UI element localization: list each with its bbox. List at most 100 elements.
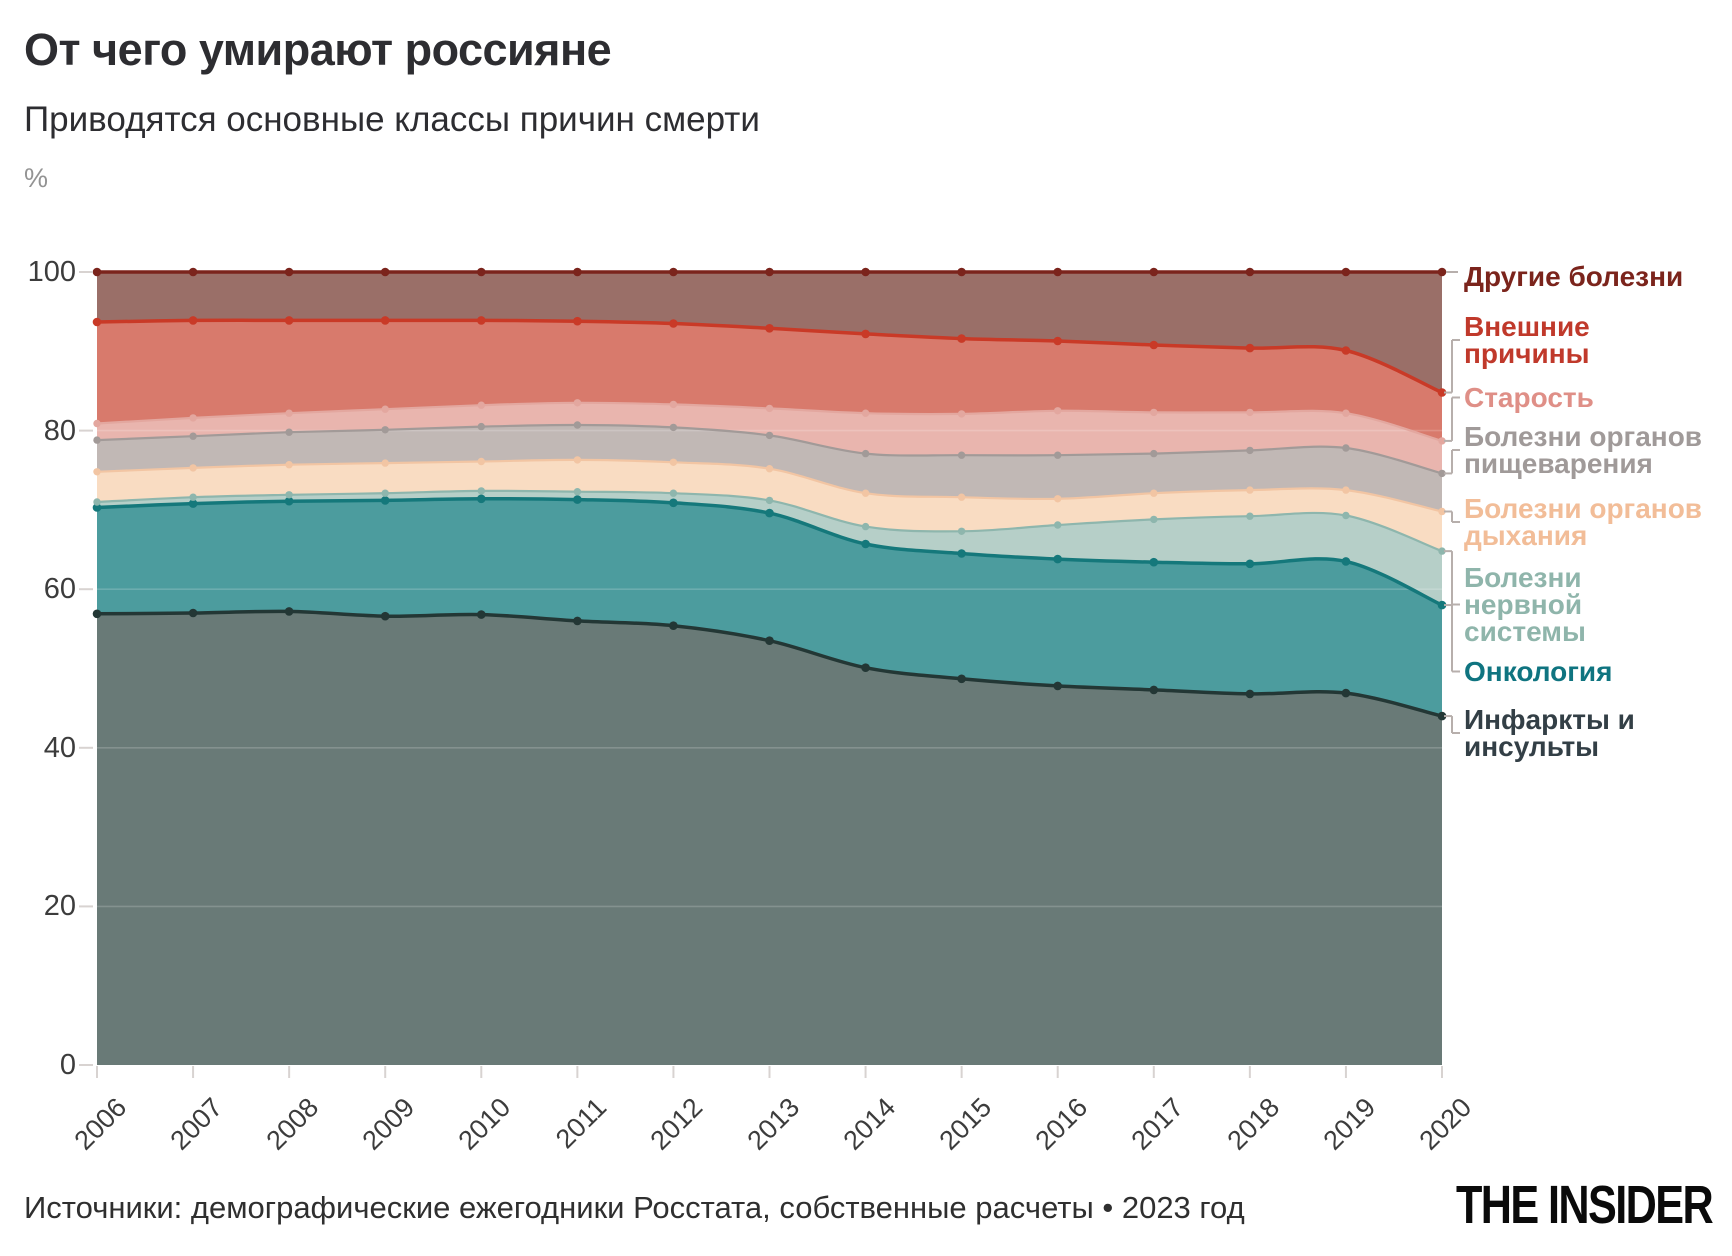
data-point: [957, 493, 966, 501]
data-point: [188, 316, 198, 325]
y-axis-unit-label: %: [24, 163, 49, 193]
data-point: [861, 329, 870, 339]
data-point: [1054, 407, 1062, 415]
data-point: [477, 610, 486, 619]
data-point: [380, 496, 390, 505]
data-point: [92, 503, 102, 512]
dots-vneshnie: [92, 316, 1447, 397]
data-point: [861, 409, 870, 417]
data-point: [765, 496, 774, 505]
dots-pishchevarenia: [93, 421, 1446, 478]
data-point: [1341, 688, 1351, 698]
page-title: От чего умирают россияне: [24, 24, 612, 75]
dots-dykhania: [93, 456, 1446, 516]
data-point: [1150, 515, 1158, 524]
dots-infarkty: [92, 607, 1447, 721]
data-point: [381, 459, 389, 467]
data-point: [93, 468, 101, 476]
data-point: [285, 409, 293, 417]
data-point: [957, 334, 966, 343]
y-axis-label-40: 40: [43, 731, 76, 764]
dots-onkologia: [92, 494, 1447, 610]
dots-starost: [93, 399, 1446, 445]
area-onkologia: [97, 498, 1442, 717]
source-note: Источники: демографические ежегодники Ро…: [24, 1190, 1245, 1225]
data-point: [1149, 685, 1159, 695]
data-point: [1342, 486, 1350, 494]
data-point: [957, 527, 966, 535]
data-point: [765, 404, 774, 413]
data-point: [573, 456, 582, 464]
legend-item-nervnoy: Болезни нервной системы: [1464, 562, 1586, 647]
data-point: [957, 267, 966, 277]
legend-item-pishchevarenia: Болезни органов пищеварения: [1464, 421, 1703, 479]
data-point: [1341, 346, 1351, 355]
data-point: [284, 607, 294, 616]
page-subtitle: Приводятся основные классы причин смерти: [24, 100, 760, 139]
data-point: [861, 539, 870, 549]
data-point: [477, 422, 485, 431]
data-point: [1053, 267, 1062, 277]
data-point: [93, 498, 101, 506]
data-point: [285, 428, 293, 436]
data-point: [188, 608, 198, 618]
data-point: [861, 267, 870, 277]
data-point: [1054, 521, 1062, 529]
area-starost: [97, 402, 1442, 474]
data-point: [284, 496, 294, 506]
data-point: [92, 267, 102, 277]
data-point: [1053, 554, 1062, 564]
data-point: [1438, 437, 1446, 445]
the-insider-logo: THE INSIDER: [1455, 1175, 1714, 1235]
data-point: [669, 458, 678, 466]
data-point: [1246, 512, 1254, 520]
data-point: [669, 423, 678, 432]
data-point: [1150, 408, 1158, 417]
data-point: [669, 319, 678, 328]
data-point: [1341, 557, 1351, 566]
data-point: [669, 489, 678, 497]
data-point: [381, 426, 389, 434]
data-point: [573, 488, 582, 496]
legend-item-starost: Старость: [1464, 382, 1594, 413]
data-point: [189, 414, 197, 422]
data-point: [573, 399, 582, 407]
dots-nervnoy: [93, 487, 1446, 555]
data-point: [1342, 444, 1350, 452]
legend-item-drugie: Другие болезни: [1464, 261, 1684, 292]
y-axis-label-80: 80: [43, 414, 76, 447]
data-point: [1054, 451, 1062, 459]
data-point: [380, 267, 390, 277]
area-drugie: [97, 272, 1442, 393]
legend-connector-vneshnie: [1444, 339, 1460, 394]
data-point: [1150, 449, 1158, 458]
legend-item-dykhania: Болезни органов дыхания: [1464, 493, 1703, 551]
data-point: [765, 431, 774, 440]
data-point: [1437, 267, 1447, 277]
data-point: [765, 508, 774, 518]
data-point: [1342, 511, 1350, 520]
data-point: [1245, 559, 1255, 569]
data-point: [477, 494, 486, 504]
data-point: [1245, 343, 1255, 353]
data-point: [381, 489, 389, 497]
data-point: [1053, 681, 1062, 691]
data-point: [1341, 267, 1351, 277]
legend-connector-starost: [1444, 396, 1460, 442]
data-point: [957, 451, 966, 459]
data-point: [669, 400, 678, 409]
data-point: [477, 316, 486, 325]
data-point: [573, 495, 582, 504]
data-point: [1149, 557, 1159, 567]
data-point: [477, 401, 485, 409]
data-point: [1150, 489, 1158, 497]
legend-connector-dykhania: [1444, 510, 1460, 523]
data-point: [285, 491, 293, 499]
data-point: [477, 267, 486, 277]
data-point: [1437, 600, 1447, 610]
area-infarkty: [97, 611, 1442, 1065]
dots-drugie: [92, 267, 1447, 277]
data-point: [92, 317, 102, 327]
